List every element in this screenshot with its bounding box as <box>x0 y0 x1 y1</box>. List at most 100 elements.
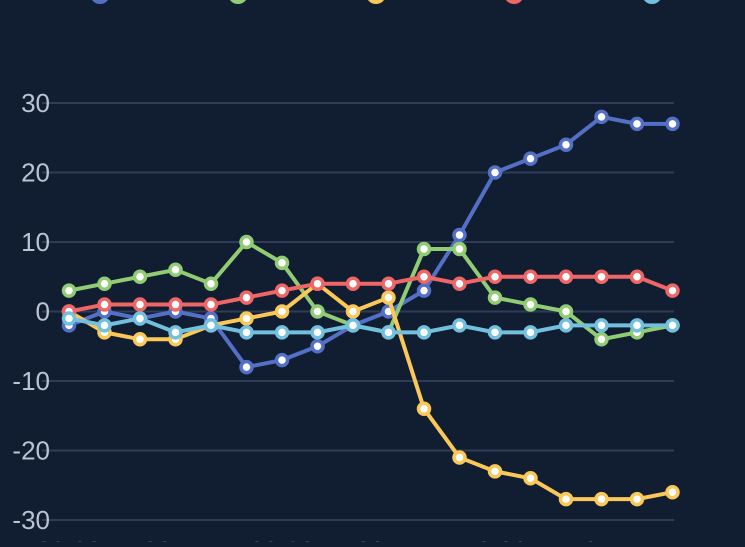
series-4 <box>61 269 680 319</box>
data-point[interactable] <box>629 491 645 507</box>
data-point[interactable] <box>523 269 538 284</box>
data-point[interactable] <box>629 269 645 284</box>
x-tick-label: 09:45 <box>356 536 421 542</box>
legend-marker-icon <box>92 0 108 4</box>
data-point[interactable] <box>487 325 503 340</box>
data-point[interactable] <box>594 332 609 347</box>
data-point[interactable] <box>61 311 77 326</box>
data-point[interactable] <box>523 471 538 486</box>
legend <box>82 0 670 4</box>
data-point[interactable] <box>203 276 219 291</box>
data-point[interactable] <box>132 297 148 312</box>
data-point[interactable] <box>239 311 254 326</box>
data-point[interactable] <box>558 137 574 152</box>
data-point[interactable] <box>452 241 467 257</box>
data-point[interactable] <box>310 339 325 354</box>
data-point[interactable] <box>345 276 361 291</box>
data-point[interactable] <box>523 297 538 312</box>
data-point[interactable] <box>381 325 396 340</box>
legend-item-3[interactable] <box>358 0 394 4</box>
data-point[interactable] <box>274 325 290 340</box>
data-point[interactable] <box>203 318 219 333</box>
data-point[interactable] <box>203 297 219 312</box>
data-point[interactable] <box>629 116 645 132</box>
data-point[interactable] <box>239 325 254 340</box>
data-point[interactable] <box>487 464 503 479</box>
data-point[interactable] <box>381 290 396 305</box>
data-point[interactable] <box>452 450 467 465</box>
data-point[interactable] <box>629 318 645 333</box>
data-point[interactable] <box>558 318 574 333</box>
x-tick-label: 09:00 <box>36 536 101 542</box>
data-point[interactable] <box>97 297 112 312</box>
data-point[interactable] <box>452 276 467 291</box>
legend-item-5[interactable] <box>634 0 670 4</box>
legend-item-2[interactable] <box>220 0 256 4</box>
data-point[interactable] <box>665 484 680 500</box>
y-tick-label: 0 <box>36 297 50 327</box>
data-point[interactable] <box>665 283 680 298</box>
data-point[interactable] <box>452 318 467 333</box>
y-tick-label: -10 <box>12 366 50 396</box>
data-point[interactable] <box>345 304 361 319</box>
legend-item-1[interactable] <box>82 0 118 4</box>
data-point[interactable] <box>416 269 432 284</box>
y-tick-label: 10 <box>21 227 50 257</box>
data-point[interactable] <box>168 297 183 312</box>
data-point[interactable] <box>61 283 77 298</box>
data-point[interactable] <box>487 290 503 305</box>
data-point[interactable] <box>594 491 609 507</box>
data-point[interactable] <box>487 269 503 284</box>
data-point[interactable] <box>665 318 680 333</box>
data-point[interactable] <box>168 262 183 278</box>
data-point[interactable] <box>594 318 609 333</box>
data-point[interactable] <box>594 109 609 125</box>
x-tick-label: 09:15 <box>143 536 208 542</box>
data-point[interactable] <box>558 491 574 507</box>
legend-marker-icon <box>506 0 522 4</box>
data-point[interactable] <box>487 165 503 180</box>
data-point[interactable] <box>416 241 432 257</box>
data-point[interactable] <box>452 227 467 243</box>
series-lines <box>61 109 680 507</box>
data-point[interactable] <box>381 276 396 291</box>
data-point[interactable] <box>594 269 609 284</box>
legend-marker-icon <box>368 0 384 4</box>
data-point[interactable] <box>97 318 112 333</box>
legend-item-4[interactable] <box>496 0 532 4</box>
legend-marker-icon <box>230 0 246 4</box>
data-point[interactable] <box>345 318 361 333</box>
data-point[interactable] <box>310 304 325 319</box>
y-tick-label: -30 <box>12 505 50 535</box>
series-5 <box>61 311 680 340</box>
data-point[interactable] <box>168 325 183 340</box>
y-gridlines <box>42 102 674 521</box>
data-point[interactable] <box>310 276 325 291</box>
data-point[interactable] <box>665 116 680 132</box>
data-point[interactable] <box>239 234 254 250</box>
data-point[interactable] <box>274 283 290 298</box>
data-point[interactable] <box>416 283 432 298</box>
y-tick-label: 20 <box>21 158 50 188</box>
data-point[interactable] <box>274 352 290 368</box>
data-point[interactable] <box>132 332 148 347</box>
x-tick-label: 10:15 <box>569 536 634 542</box>
data-point[interactable] <box>558 269 574 284</box>
data-point[interactable] <box>310 325 325 340</box>
data-point[interactable] <box>416 325 432 340</box>
data-point[interactable] <box>558 304 574 319</box>
data-point[interactable] <box>239 290 254 305</box>
data-point[interactable] <box>274 304 290 319</box>
data-point[interactable] <box>523 325 538 340</box>
data-point[interactable] <box>416 401 432 417</box>
data-point[interactable] <box>132 269 148 284</box>
y-tick-label: -20 <box>12 436 50 466</box>
data-point[interactable] <box>132 311 148 326</box>
data-point[interactable] <box>97 276 112 291</box>
data-point[interactable] <box>239 359 254 375</box>
data-point[interactable] <box>274 255 290 271</box>
y-tick-label: 30 <box>21 88 50 118</box>
data-point[interactable] <box>523 151 538 166</box>
